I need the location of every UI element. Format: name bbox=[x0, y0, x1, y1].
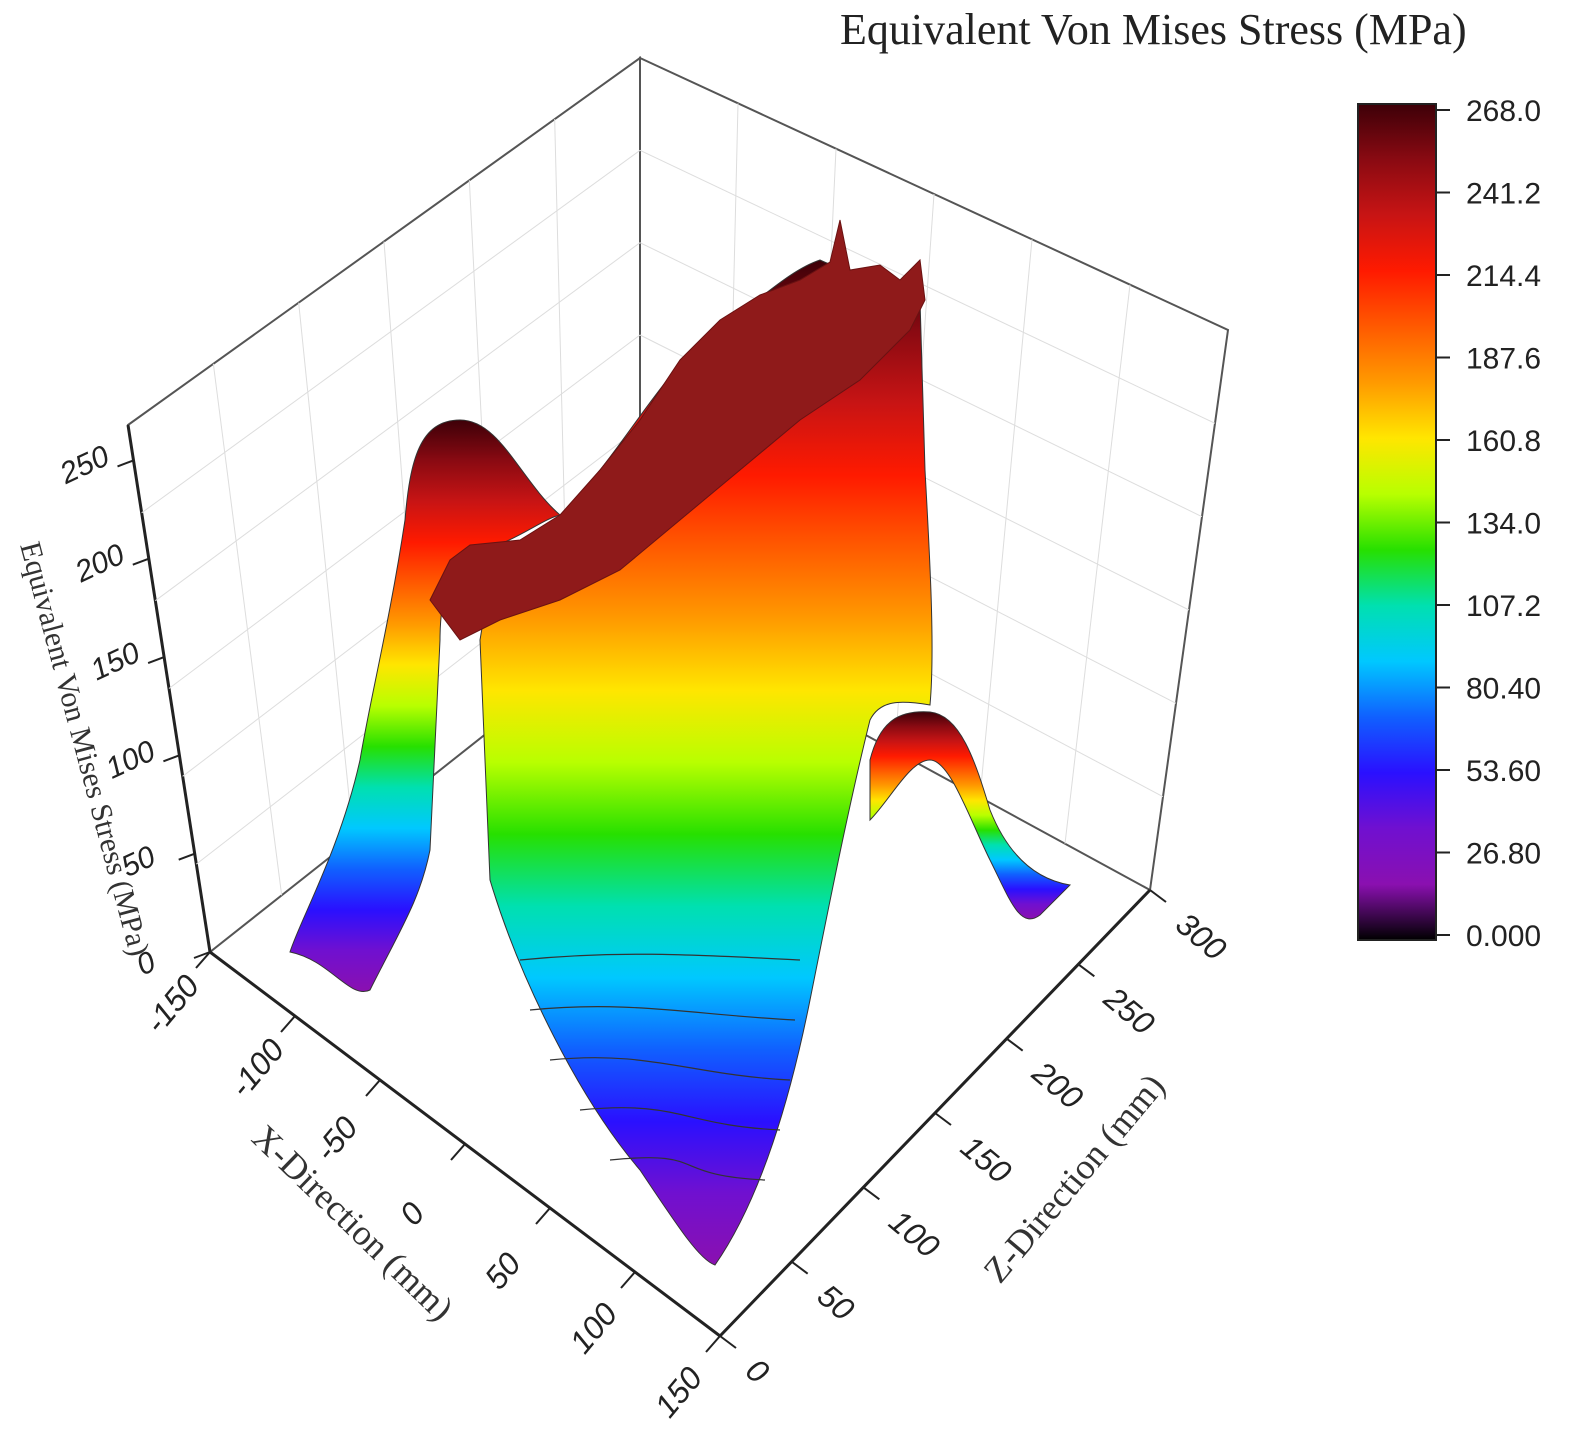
y-tick-mark bbox=[178, 852, 196, 861]
z-tick-label: 100 bbox=[882, 1203, 946, 1265]
z-tick-label: 200 bbox=[1025, 1053, 1090, 1116]
z-tick-mark bbox=[1149, 889, 1167, 903]
colorbar-tick-label: 26.80 bbox=[1466, 838, 1541, 871]
z-tick-label: 50 bbox=[811, 1277, 862, 1328]
x-tick-mark bbox=[280, 1015, 296, 1033]
colorbar-rect bbox=[1357, 103, 1437, 941]
stress-surface bbox=[289, 219, 1072, 1266]
y-tick-mark bbox=[117, 459, 134, 468]
colorbar: 268.0 241.2 214.4 187.6 160.8 134.0 107.2 80.40… bbox=[1357, 95, 1541, 953]
y-tick-mark bbox=[147, 656, 165, 664]
x-tick-label: 0 bbox=[392, 1195, 431, 1232]
x-axis-label: X-Direction (mm) bbox=[244, 1117, 461, 1328]
y-tick-label: 200 bbox=[69, 538, 130, 590]
z-tick-label: 250 bbox=[1097, 979, 1162, 1042]
colorbar-tick-label: 134.0 bbox=[1466, 508, 1541, 541]
y-tick-mark bbox=[163, 754, 180, 763]
colorbar-tick-label: 80.40 bbox=[1466, 673, 1541, 706]
z-tick-mark bbox=[719, 1335, 737, 1349]
colorbar-tick-label: 0.000 bbox=[1466, 920, 1541, 953]
colorbar-tick-label: 187.6 bbox=[1466, 343, 1541, 376]
colorbar-tick-label: 214.4 bbox=[1466, 260, 1541, 293]
colorbar-tick-label: 160.8 bbox=[1466, 425, 1541, 458]
z-tick-label: 300 bbox=[1169, 905, 1233, 967]
surface-right-lobe bbox=[869, 711, 1072, 920]
contour-line bbox=[529, 1006, 796, 1021]
surface-ridge-top bbox=[429, 219, 926, 641]
z-tick-mark bbox=[934, 1112, 952, 1126]
x-tick-label: 100 bbox=[562, 1296, 624, 1360]
chart-title: Equivalent Von Mises Stress (MPa) bbox=[840, 5, 1467, 54]
colorbar-tick-label: 107.2 bbox=[1466, 590, 1541, 623]
z-tick-mark bbox=[862, 1186, 880, 1201]
x-tick-label: -100 bbox=[222, 1032, 291, 1104]
contour-lines bbox=[519, 953, 801, 1181]
contour-line bbox=[579, 1107, 781, 1131]
z-tick-mark bbox=[1006, 1037, 1024, 1052]
colorbar-tick-label: 53.60 bbox=[1466, 755, 1541, 788]
contour-line bbox=[549, 1057, 791, 1081]
x-tick-mark bbox=[705, 1335, 721, 1353]
colorbar-tick-label: 268.0 bbox=[1466, 95, 1541, 128]
surface-left-lobe bbox=[289, 419, 562, 993]
y-tick-label: 150 bbox=[86, 636, 146, 687]
contour-line bbox=[609, 1157, 766, 1181]
z-tick-label: 0 bbox=[739, 1351, 776, 1390]
x-tick-label: 150 bbox=[647, 1360, 709, 1424]
x-tick-mark bbox=[535, 1207, 551, 1225]
y-tick-label: 250 bbox=[54, 439, 115, 491]
y-tick-mark bbox=[193, 951, 211, 959]
colorbar-tick-label: 241.2 bbox=[1466, 178, 1541, 211]
contour-line bbox=[519, 953, 801, 961]
y-tick-mark bbox=[132, 557, 150, 566]
x-tick-mark bbox=[195, 951, 211, 969]
z-tick-mark bbox=[791, 1260, 809, 1275]
gridline bbox=[1064, 284, 1131, 844]
colorbar-ticks: 268.0 241.2 214.4 187.6 160.8 134.0 107.2 80.40… bbox=[1436, 95, 1541, 953]
x-tick-mark bbox=[620, 1271, 636, 1289]
x-tick-label: 50 bbox=[477, 1245, 528, 1296]
x-tick-mark bbox=[365, 1079, 381, 1097]
z-tick-label: 150 bbox=[954, 1128, 1018, 1190]
x-tick-mark bbox=[450, 1143, 466, 1161]
z-tick-mark bbox=[1077, 963, 1095, 978]
